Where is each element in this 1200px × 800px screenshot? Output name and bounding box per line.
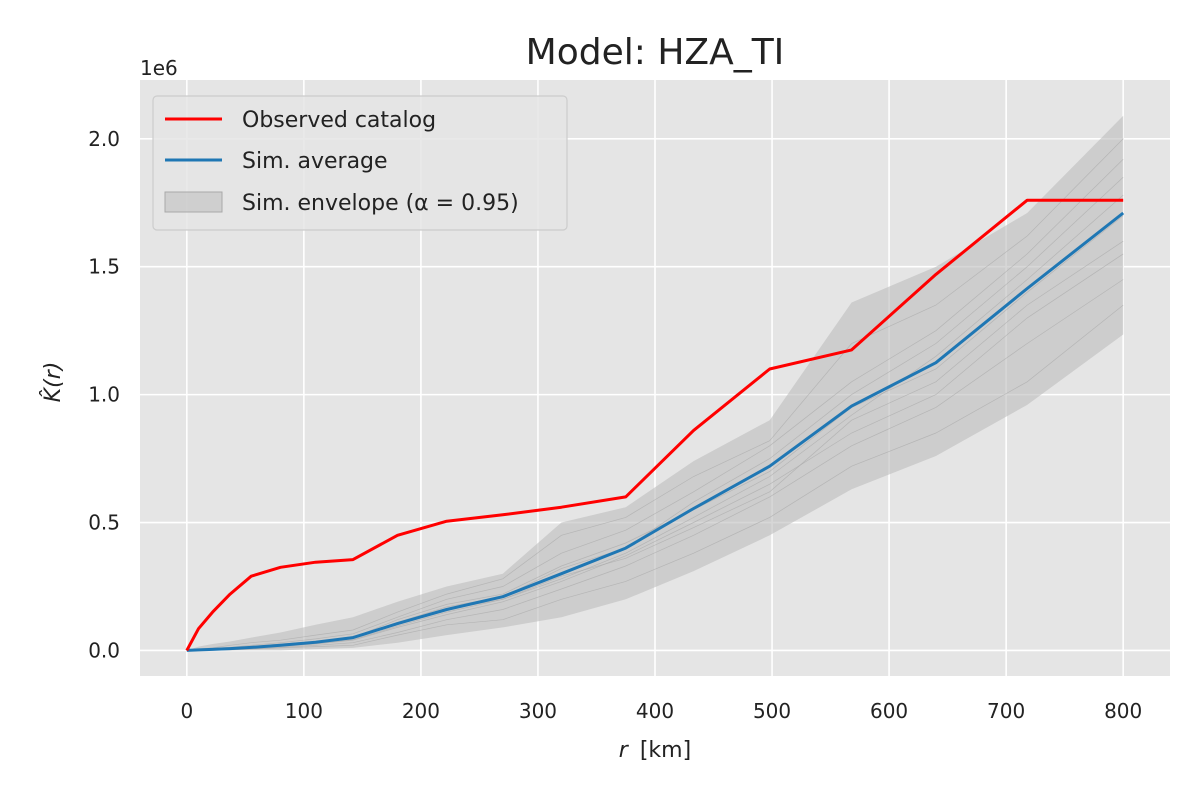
y-tick-label: 1.5	[88, 255, 120, 279]
x-tick-label: 800	[1104, 699, 1142, 723]
x-tick-label: 300	[519, 699, 557, 723]
legend-label-envelope: Sim. envelope (α = 0.95)	[242, 191, 519, 216]
series-lines	[185, 198, 1125, 652]
y-tick-labels: 0.0 0.5 1.0 1.5 2.0	[88, 127, 120, 663]
y-tick-label: 0.5	[88, 511, 120, 535]
legend-swatch-envelope	[164, 191, 223, 213]
observed-catalog-line	[185, 198, 1124, 652]
y-tick-label: 0.0	[88, 638, 120, 662]
x-tick-label: 700	[987, 699, 1025, 723]
x-tick-label: 500	[753, 699, 791, 723]
x-tick-label: 200	[402, 699, 440, 723]
legend: Observed catalog Sim. average Sim. envel…	[152, 95, 568, 231]
x-tick-label: 0	[180, 699, 193, 723]
x-tick-label: 600	[870, 699, 908, 723]
y-tick-label: 1.0	[88, 383, 120, 407]
legend-label-average: Sim. average	[242, 149, 388, 174]
y-axis-label: K̂(r)	[40, 362, 66, 403]
x-tick-labels: 0 100 200 300 400 500 600 700 800	[180, 699, 1142, 723]
legend-label-observed: Observed catalog	[242, 108, 436, 133]
chart-title: Model: HZA_TI	[526, 32, 785, 73]
x-axis-var: r	[619, 738, 630, 763]
y-tick-label: 2.0	[88, 127, 120, 151]
envelope-band	[186, 115, 1124, 651]
x-axis-label: r [km]	[619, 738, 691, 763]
legend-box	[152, 95, 568, 231]
x-axis-unit: [km]	[640, 738, 691, 763]
x-tick-label: 100	[285, 699, 323, 723]
sim-average-line	[186, 211, 1125, 652]
x-tick-label: 400	[636, 699, 674, 723]
envelope-group	[186, 115, 1124, 651]
y-offset-text: 1e6	[140, 56, 178, 80]
